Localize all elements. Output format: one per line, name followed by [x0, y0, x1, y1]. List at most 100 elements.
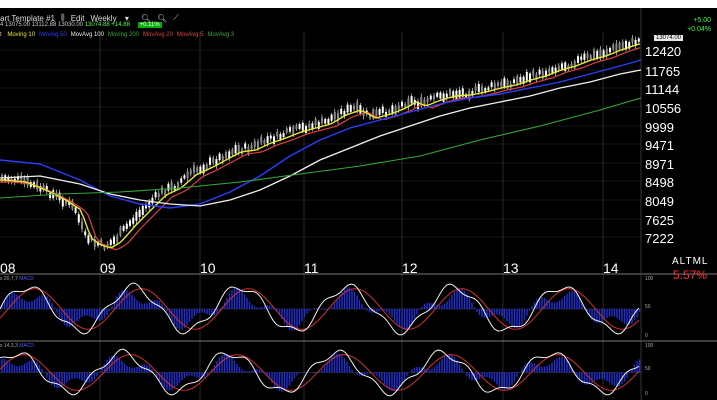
candle-body — [228, 151, 231, 159]
period-selector[interactable]: Weekly ▾ — [90, 14, 134, 23]
y-tick-label: 10556 — [645, 101, 682, 116]
candle-body — [426, 97, 429, 103]
candle-body — [522, 76, 525, 84]
candle-body — [260, 136, 263, 143]
ma200-line — [0, 97, 642, 199]
candle-body — [449, 89, 451, 96]
indicator1-sub: MACD — [19, 276, 34, 282]
candle-body — [455, 90, 458, 99]
candle-body — [346, 104, 349, 113]
legend-item: Moving 200 — [107, 32, 139, 38]
edit-button[interactable]: Edit — [70, 13, 85, 23]
candle-body — [119, 227, 122, 236]
candle-body — [381, 106, 384, 113]
candle-body — [295, 125, 298, 130]
candle-body — [285, 128, 288, 133]
candle-body — [113, 236, 115, 245]
candle-body — [529, 73, 531, 83]
legend-item: Moving 10 — [7, 32, 36, 38]
indicator2-sub: MACD — [19, 343, 34, 349]
x-tick-label: 08 — [0, 260, 16, 276]
candle-body — [282, 133, 285, 138]
candle-body — [17, 176, 19, 180]
candle-body — [535, 73, 538, 81]
candle-body — [621, 41, 624, 49]
candle-body — [554, 67, 557, 74]
candle-body — [500, 81, 503, 87]
candle-body — [417, 101, 419, 109]
candle-body — [84, 231, 87, 236]
ma50-line — [0, 59, 642, 209]
candle-body — [391, 105, 394, 113]
candle-body — [61, 198, 64, 207]
candle-body — [39, 186, 42, 192]
candle-body — [7, 176, 10, 183]
bars-icon[interactable]: ⫼ — [61, 13, 65, 22]
candle-body — [209, 157, 211, 165]
candle-body — [452, 91, 455, 99]
candle-body — [340, 108, 343, 115]
quote-bar: 4 13075.00 13112.88 13030.00 13074.88 +1… — [0, 22, 162, 28]
x-tick-label: 12 — [402, 260, 418, 276]
candle-body — [125, 223, 128, 229]
legend-item: MovAvg 20 — [143, 32, 173, 38]
change-abs: +5.00 — [693, 17, 711, 24]
candle-body — [164, 190, 167, 197]
candle-body — [423, 99, 426, 105]
candle-body — [276, 131, 279, 137]
candle-body — [634, 39, 637, 46]
candle-body — [487, 87, 490, 91]
y-tick-label: 9999 — [645, 120, 674, 135]
candle-body — [97, 242, 99, 246]
candle-body — [218, 153, 221, 161]
candle-body — [202, 164, 205, 174]
candle-body — [87, 235, 90, 244]
candle-body — [637, 38, 640, 42]
candle-body — [193, 165, 195, 173]
candle-body — [349, 105, 352, 112]
candle-body — [532, 70, 535, 76]
candle-body — [170, 182, 173, 191]
candle-body — [420, 96, 423, 105]
indicator2-fast-line — [0, 348, 640, 397]
draw-line-icon[interactable]: ⟋ — [173, 13, 179, 22]
candle-body — [177, 182, 179, 189]
candle-body — [557, 65, 560, 70]
price-chart[interactable] — [0, 8, 717, 400]
candle-body — [513, 79, 515, 84]
template-selector[interactable]: art Template #1 — [0, 13, 55, 23]
legend-item: MovAvg 100 — [70, 32, 104, 38]
candle-body — [225, 151, 227, 159]
candle-body — [628, 41, 631, 49]
candle-body — [77, 214, 80, 223]
candle-body — [308, 123, 311, 129]
candle-body — [490, 82, 493, 88]
indicator1-scale-mid: 50 — [645, 304, 651, 310]
x-tick-label: 11 — [304, 260, 319, 276]
chevron-down-icon: ▾ — [124, 13, 129, 23]
y-tick-label: 11144 — [645, 82, 680, 97]
indicator2-scale-mid: 50 — [645, 366, 651, 372]
quote-change-badge: +0.11% — [137, 22, 162, 28]
zoom-in-icon[interactable]: 🔍︎ — [140, 13, 151, 23]
candle-body — [42, 185, 45, 190]
y-tick-label: 8049 — [645, 194, 674, 209]
candle-body — [106, 243, 109, 247]
legend-item: MovAvg 5 — [176, 32, 204, 38]
candle-body — [410, 96, 413, 104]
candle-body — [231, 149, 234, 155]
candle-body — [596, 50, 599, 59]
zoom-out-icon[interactable]: 🔍︎ — [156, 13, 168, 23]
candle-body — [122, 225, 125, 231]
candle-body — [20, 175, 23, 182]
y-tick-label: 7625 — [645, 213, 674, 228]
candle-body — [615, 43, 618, 52]
change-pct: +0.04% — [687, 26, 711, 33]
indicator1-name: s 20,7,7 — [0, 276, 18, 282]
candle-body — [269, 135, 272, 139]
candle-body — [493, 83, 496, 90]
x-tick-label: 10 — [200, 260, 216, 276]
candle-body — [567, 65, 570, 70]
candle-body — [445, 93, 448, 98]
candle-body — [273, 136, 275, 144]
